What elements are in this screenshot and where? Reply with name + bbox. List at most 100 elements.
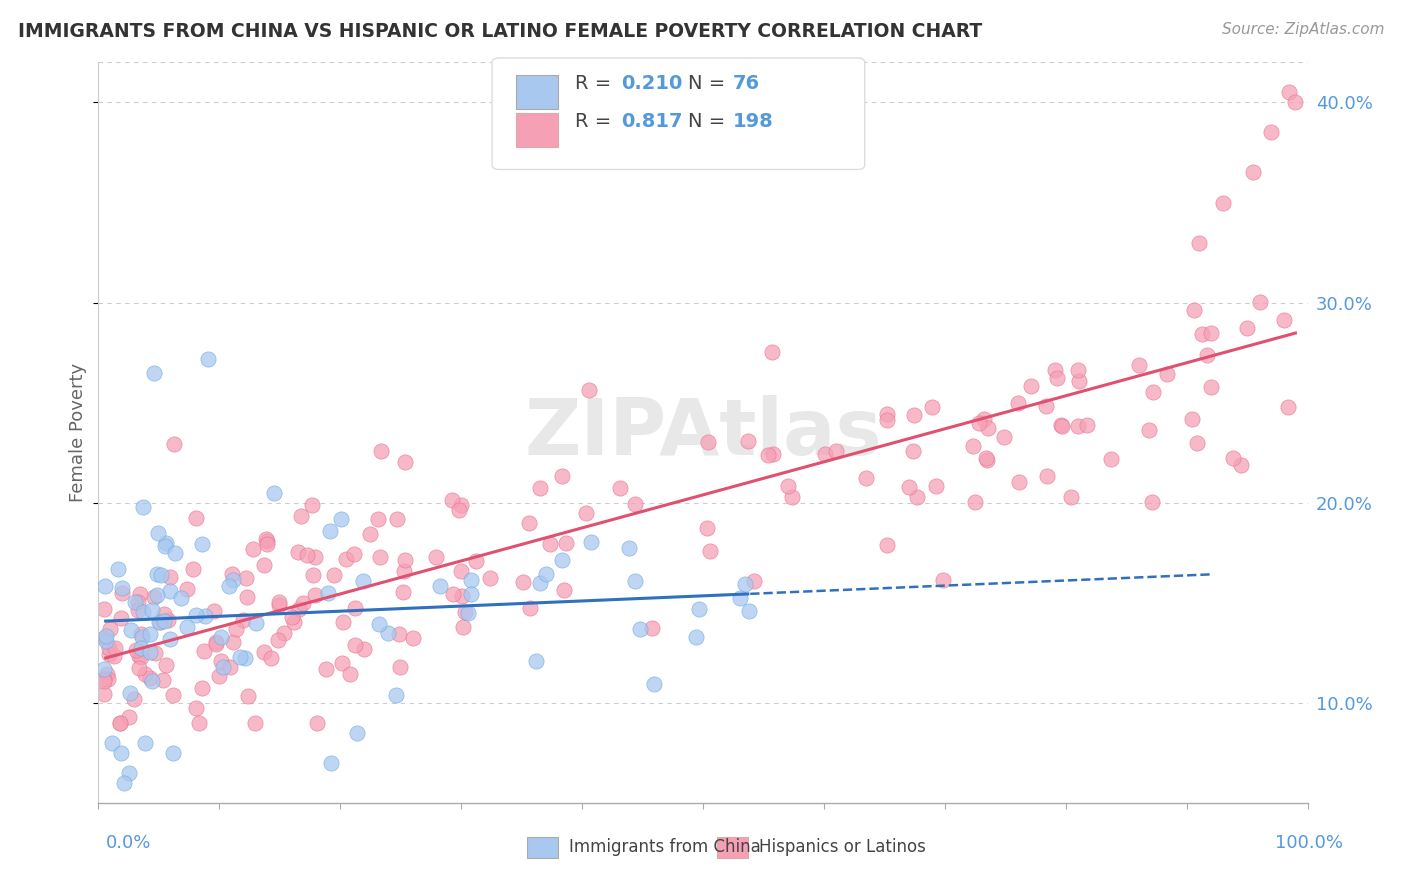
Point	[855, 471, 877, 485]
Point	[118, 710, 141, 724]
Point	[187, 715, 209, 730]
Point	[124, 594, 146, 608]
Point	[93, 672, 115, 686]
Point	[290, 509, 312, 524]
Point	[441, 493, 464, 508]
Point	[108, 715, 131, 730]
Point	[897, 480, 920, 494]
Point	[315, 662, 337, 676]
Point	[925, 479, 948, 493]
Point	[176, 620, 198, 634]
Point	[901, 443, 924, 458]
Point	[128, 649, 150, 664]
Point	[253, 644, 276, 658]
Point	[165, 546, 187, 560]
Point	[221, 573, 243, 587]
Point	[734, 576, 756, 591]
Point	[578, 383, 600, 397]
Point	[94, 629, 117, 643]
Point	[394, 553, 416, 567]
Point	[184, 511, 207, 525]
Point	[343, 601, 366, 615]
Y-axis label: Female Poverty: Female Poverty	[69, 363, 87, 502]
Point	[932, 574, 955, 588]
Point	[619, 541, 641, 556]
Point	[254, 533, 277, 547]
Point	[153, 607, 176, 622]
Point	[1241, 165, 1264, 179]
Point	[221, 566, 243, 581]
Point	[128, 660, 150, 674]
Point	[1156, 368, 1178, 382]
Point	[1069, 374, 1091, 388]
Point	[1182, 303, 1205, 318]
Point	[538, 537, 561, 551]
Point	[1067, 419, 1090, 434]
Point	[339, 667, 361, 681]
Point	[441, 587, 464, 601]
Point	[1199, 326, 1222, 341]
Point	[120, 623, 142, 637]
Point	[139, 626, 162, 640]
Point	[685, 630, 707, 644]
Point	[368, 616, 391, 631]
Point	[155, 539, 177, 553]
Point	[814, 447, 837, 461]
Point	[129, 649, 152, 664]
Point	[229, 649, 252, 664]
Point	[159, 632, 181, 647]
Point	[330, 656, 353, 670]
Point	[641, 621, 664, 635]
Text: 0.817: 0.817	[621, 112, 683, 131]
Point	[291, 596, 314, 610]
Point	[1191, 326, 1213, 341]
Point	[141, 673, 163, 688]
Point	[194, 609, 217, 624]
Point	[353, 641, 375, 656]
Point	[281, 610, 304, 624]
Point	[697, 435, 720, 450]
Point	[643, 676, 665, 690]
Point	[233, 650, 256, 665]
Point	[143, 591, 166, 605]
Point	[609, 481, 631, 495]
Point	[218, 579, 240, 593]
Point	[245, 615, 267, 630]
Point	[209, 631, 232, 645]
Point	[529, 481, 551, 495]
Point	[921, 400, 943, 414]
Point	[176, 582, 198, 596]
Point	[118, 765, 141, 780]
Point	[148, 615, 170, 630]
Point	[524, 654, 547, 668]
Point	[93, 632, 115, 646]
Point	[905, 491, 928, 505]
Point	[236, 590, 259, 604]
Point	[302, 567, 325, 582]
Point	[145, 567, 167, 582]
Point	[197, 351, 219, 366]
Point	[143, 366, 166, 380]
Point	[131, 626, 153, 640]
Text: ZIPAtlas: ZIPAtlas	[524, 394, 882, 471]
Point	[1249, 295, 1271, 310]
Point	[128, 587, 150, 601]
Point	[392, 564, 415, 578]
Point	[118, 686, 141, 700]
Point	[370, 444, 392, 458]
Point	[132, 500, 155, 514]
Point	[101, 736, 124, 750]
Point	[876, 408, 898, 422]
Point	[184, 608, 207, 623]
Point	[162, 688, 184, 702]
Point	[1036, 468, 1059, 483]
Point	[776, 479, 799, 493]
Point	[388, 660, 411, 674]
Point	[283, 615, 305, 629]
Point	[94, 578, 117, 592]
Point	[967, 416, 990, 430]
Point	[253, 558, 276, 572]
Point	[127, 602, 149, 616]
Point	[181, 562, 204, 576]
Point	[534, 567, 557, 582]
